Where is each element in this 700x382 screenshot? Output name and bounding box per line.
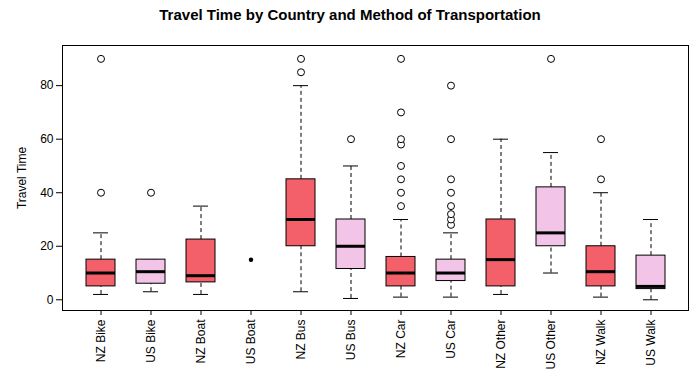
svg-text:Travel Time: Travel Time — [15, 147, 29, 210]
svg-text:NZ Other: NZ Other — [494, 319, 508, 368]
svg-text:US Other: US Other — [544, 319, 558, 369]
svg-text:60: 60 — [40, 132, 54, 146]
svg-text:NZ Walk: NZ Walk — [594, 319, 608, 366]
svg-text:US Boat: US Boat — [244, 319, 258, 364]
svg-text:20: 20 — [40, 239, 54, 253]
html-text:Travel Time by Country and Met: Travel Time by Country and Method of Tra… — [159, 6, 541, 23]
svg-text:NZ Boat: NZ Boat — [194, 319, 208, 364]
svg-text:0: 0 — [47, 293, 54, 307]
svg-text:40: 40 — [40, 186, 54, 200]
svg-text:US Bus: US Bus — [344, 320, 358, 361]
svg-text:80: 80 — [40, 78, 54, 92]
svg-text:US Car: US Car — [444, 320, 458, 359]
svg-text:NZ Bus: NZ Bus — [294, 320, 308, 360]
svg-text:NZ Bike: NZ Bike — [94, 319, 108, 362]
svg-text:US Bike: US Bike — [144, 319, 158, 363]
svg-text:US Walk: US Walk — [644, 319, 658, 366]
svg-text:NZ Car: NZ Car — [394, 320, 408, 359]
